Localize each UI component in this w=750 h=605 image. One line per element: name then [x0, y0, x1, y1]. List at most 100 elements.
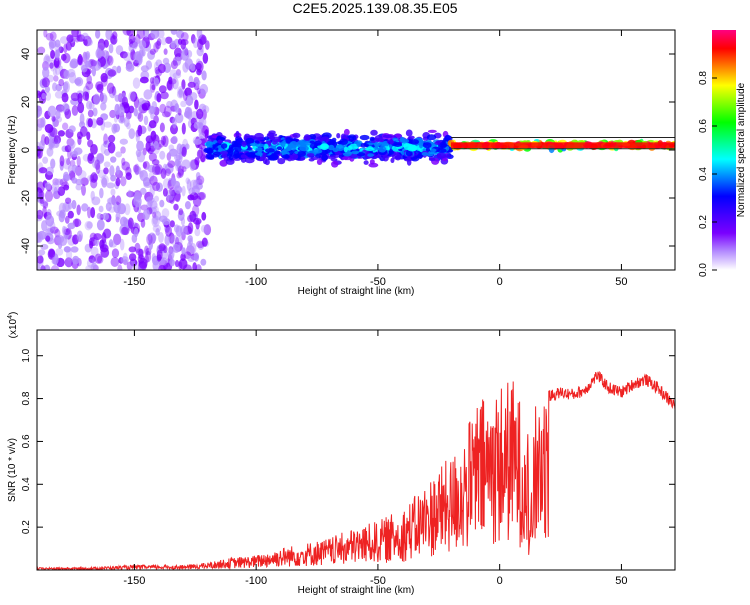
spectral-cell — [276, 146, 283, 151]
spectral-cell — [331, 137, 337, 142]
spectral-cell — [132, 77, 141, 89]
spectral-cell — [77, 135, 82, 146]
spectral-cell — [79, 113, 85, 125]
spectral-cell — [109, 109, 117, 119]
spectral-cell — [37, 230, 47, 240]
spectral-cell — [342, 156, 352, 161]
colorbar-tick-label: 0.4 — [698, 167, 709, 181]
spectral-cell — [98, 205, 104, 213]
spectral-cell — [60, 53, 67, 61]
spectral-cell — [50, 158, 56, 169]
spectrogram-plot: -150 -100 -50 0 50 -40 -20 0 20 40 Height of strai… — [7, 29, 676, 297]
spectral-cell — [165, 36, 173, 44]
spectral-cell — [320, 143, 330, 149]
spectral-cell — [74, 218, 79, 228]
spectral-cell — [100, 102, 107, 111]
spectral-cell — [170, 30, 178, 35]
spectral-cell — [401, 138, 410, 144]
spectral-cell — [106, 182, 115, 189]
spectral-cell — [197, 38, 203, 51]
spectral-cell — [165, 168, 171, 177]
spectral-cell — [395, 133, 401, 138]
spectral-cell — [81, 184, 86, 196]
spectral-cell — [217, 139, 223, 144]
spectral-cell — [77, 170, 87, 180]
spectral-cell — [148, 120, 157, 129]
spectral-cell — [71, 164, 78, 173]
spectral-cell — [155, 40, 161, 50]
spectral-cell — [96, 212, 102, 220]
spectral-cell — [180, 100, 187, 108]
spectral-cell — [94, 159, 101, 171]
spectral-cell — [359, 134, 370, 141]
spectral-cell — [93, 233, 102, 241]
spectral-cell — [182, 90, 188, 102]
spectral-cell — [49, 226, 59, 234]
spectral-cell — [263, 143, 269, 150]
spectral-cell — [163, 48, 168, 55]
spectral-cell — [44, 53, 50, 64]
spectral-cell — [286, 146, 291, 152]
spectral-cell — [285, 136, 293, 144]
spectral-cell — [173, 47, 183, 58]
spectral-cell — [174, 158, 180, 167]
spectral-cell — [189, 92, 198, 101]
spectral-cell — [404, 157, 412, 162]
spectral-cell — [170, 40, 176, 49]
spectral-cell — [186, 179, 192, 191]
spectral-cell — [105, 202, 112, 212]
spectral-cell — [70, 139, 76, 149]
spectral-cell — [219, 159, 228, 167]
spectral-cell — [196, 108, 204, 120]
spectral-cell — [162, 178, 171, 190]
spectral-cell — [85, 264, 95, 270]
spectral-cell — [321, 136, 329, 141]
spectral-cell — [96, 42, 106, 51]
spectral-cell — [196, 192, 205, 200]
y-scale-exponent: 4 — [7, 315, 14, 319]
spectral-cell — [110, 35, 118, 45]
spectral-cell — [154, 163, 163, 175]
spectral-cell — [153, 61, 159, 72]
spectral-cell — [64, 215, 70, 224]
spectral-cell — [128, 253, 137, 262]
spectral-cell — [38, 167, 48, 174]
spectral-cell — [47, 105, 57, 117]
spectral-cell — [100, 72, 108, 83]
spectral-cell — [54, 90, 64, 99]
spectral-cell — [90, 178, 98, 189]
spectral-cell — [120, 176, 127, 187]
spectral-cell — [143, 115, 149, 126]
spectral-cell — [69, 60, 78, 69]
spectral-cell — [143, 89, 153, 100]
spectral-cell — [138, 49, 144, 59]
spectral-cell — [80, 177, 89, 186]
spectral-cell — [439, 141, 447, 149]
spectral-cell — [194, 99, 199, 110]
spectral-cell — [99, 91, 104, 103]
spectral-cell — [49, 140, 56, 150]
spectral-cell — [206, 141, 211, 146]
spectral-cell — [332, 154, 340, 158]
spectral-cell — [138, 257, 148, 269]
spectral-cell — [198, 191, 207, 201]
spectral-cell — [37, 123, 43, 132]
spectral-cell — [90, 246, 99, 257]
spectral-cell — [168, 148, 178, 157]
spectral-cell — [201, 105, 210, 114]
spectral-cell — [96, 83, 104, 93]
spectral-cell — [163, 105, 172, 118]
spectral-cell — [107, 142, 116, 154]
spectral-cell — [174, 185, 183, 194]
spectral-cell — [297, 150, 307, 157]
spectral-cell — [321, 154, 328, 162]
spectral-cell — [426, 134, 437, 141]
spectral-cell — [67, 164, 73, 174]
spectral-cell — [67, 210, 74, 219]
y-tick-label: 0.4 — [21, 477, 32, 491]
spectral-cell — [187, 81, 196, 88]
spectral-cell — [442, 154, 452, 158]
spectral-cell — [149, 175, 158, 186]
spectral-cell — [65, 41, 72, 51]
